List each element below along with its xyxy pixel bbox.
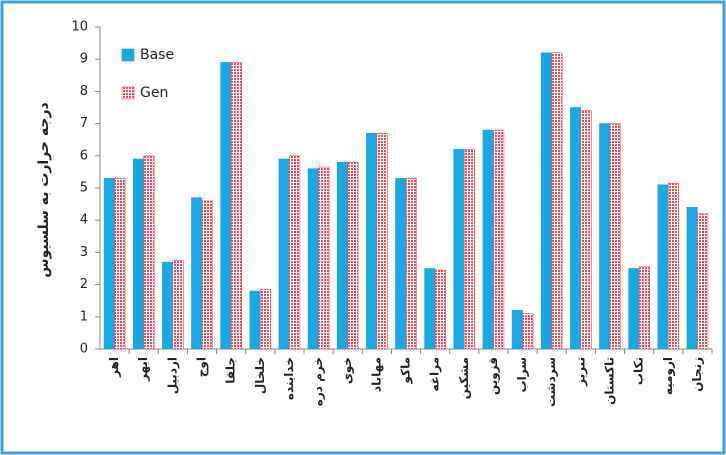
bar — [143, 155, 155, 350]
bar — [540, 52, 553, 350]
x-tick-label: خدابنده — [282, 357, 296, 400]
x-tick-label: خوی — [340, 357, 355, 384]
y-tick-label: 10 — [71, 20, 88, 35]
x-tick-label: تکاب — [632, 357, 646, 385]
bar — [551, 52, 563, 350]
bar — [424, 268, 436, 350]
bar — [493, 129, 505, 350]
bar — [278, 158, 290, 350]
bar — [347, 161, 359, 350]
bar — [434, 269, 446, 350]
bar — [103, 178, 115, 350]
bar — [609, 123, 621, 350]
x-tick-label: سردشت — [544, 357, 558, 407]
bar — [580, 110, 592, 350]
x-tick-label: مهاباد — [369, 357, 383, 392]
bar — [463, 149, 476, 350]
x-tick-label: سراب — [515, 357, 529, 392]
bar — [132, 158, 145, 350]
x-tick-label: ماکو — [399, 357, 414, 384]
bar — [395, 178, 407, 350]
y-tick-label: 0 — [80, 342, 88, 357]
bar — [201, 200, 213, 350]
bar — [366, 132, 378, 350]
bar — [336, 161, 349, 350]
x-tick-label: مشکین — [457, 357, 471, 399]
x-tick-label: ابهر — [136, 357, 150, 382]
bar — [697, 213, 709, 350]
y-axis-label: درجه حرارت به سلسیوس — [36, 102, 52, 277]
legend-swatch — [121, 86, 135, 100]
y-tick-label: 2 — [80, 277, 88, 292]
x-tick-label: قزوین — [486, 357, 501, 395]
bar — [405, 178, 417, 350]
y-tick-label: 7 — [80, 116, 88, 131]
x-tick-label: زنجان — [690, 357, 704, 392]
bar — [249, 290, 261, 350]
bar — [376, 132, 388, 350]
x-tick-label: تاکستان — [603, 357, 617, 405]
y-tick-label: 8 — [80, 84, 88, 99]
bar — [511, 310, 523, 350]
bar — [628, 268, 640, 350]
y-tick-label: 6 — [80, 148, 88, 163]
bar — [318, 166, 330, 350]
y-tick-label: 5 — [80, 181, 88, 196]
bar — [482, 129, 494, 350]
x-tick-label: اهر — [107, 357, 121, 378]
bar — [307, 168, 319, 350]
bar — [453, 149, 465, 350]
y-tick-label: 1 — [80, 309, 88, 324]
bar — [570, 107, 582, 350]
x-tick-label: جلفا — [224, 357, 238, 384]
bar — [599, 123, 611, 350]
bar — [220, 62, 232, 350]
x-tick-label: مراغه — [428, 357, 442, 391]
bar — [114, 178, 126, 350]
legend-label: Base — [140, 47, 174, 63]
x-tick-label: تبریز — [573, 357, 587, 387]
bar — [686, 207, 698, 350]
x-tick-label: خرم دره — [311, 357, 326, 406]
x-tick-label: خلخال — [253, 357, 267, 394]
legend-label: Gen — [140, 85, 168, 101]
x-tick-label: اوج — [195, 357, 210, 377]
y-tick-label: 9 — [80, 52, 88, 67]
x-tick-label: ارومیه — [661, 357, 676, 395]
bar — [289, 155, 301, 350]
bar — [191, 197, 203, 350]
bar — [657, 184, 669, 350]
legend-swatch — [121, 48, 135, 62]
bar — [638, 266, 650, 350]
bar — [230, 62, 242, 350]
y-tick-label: 4 — [80, 213, 88, 228]
bar — [667, 182, 680, 350]
y-tick-label: 3 — [80, 245, 88, 260]
bar — [162, 261, 174, 350]
bar — [259, 289, 272, 350]
bar — [522, 313, 534, 350]
bar — [172, 260, 184, 350]
x-tick-label: اردبیل — [165, 357, 179, 394]
